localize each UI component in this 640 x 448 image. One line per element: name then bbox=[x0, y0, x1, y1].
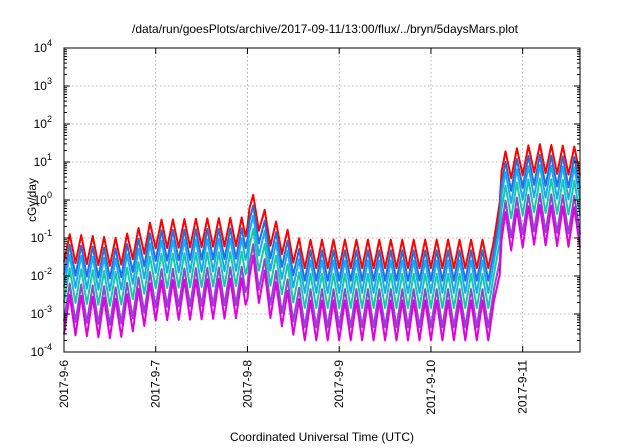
y-axis-label: cGy/day bbox=[25, 178, 39, 222]
x-tick-label: 2017-9-9 bbox=[332, 360, 346, 408]
series-line-6 bbox=[63, 204, 581, 342]
series-line-1 bbox=[63, 143, 581, 270]
series-line-5 bbox=[63, 192, 581, 329]
series-group bbox=[63, 143, 581, 342]
y-tick-label: 101 bbox=[34, 152, 52, 169]
x-tick-label: 2017-9-8 bbox=[240, 360, 254, 408]
y-tick-label: 10-4 bbox=[31, 342, 52, 359]
y-tick-label: 103 bbox=[34, 76, 52, 93]
x-tick-label: 2017-9-10 bbox=[424, 360, 438, 415]
x-tick-label: 2017-9-6 bbox=[57, 360, 71, 408]
y-tick-label: 10-2 bbox=[31, 266, 52, 283]
x-axis-label: Coordinated Universal Time (UTC) bbox=[230, 430, 414, 444]
y-tick-label: 10-3 bbox=[31, 304, 52, 321]
series-line-2 bbox=[63, 153, 581, 282]
x-axis: 2017-9-6 2017-9-7 2017-9-8 2017-9-9 2017-9-1… bbox=[57, 48, 530, 415]
series-line-4 bbox=[63, 177, 581, 310]
y-tick-label: 10-1 bbox=[31, 228, 52, 245]
x-tick-label: 2017-9-7 bbox=[149, 360, 163, 408]
series-line-3 bbox=[63, 164, 581, 294]
x-tick-label: 2017-9-11 bbox=[516, 360, 530, 414]
y-tick-label: 100 bbox=[34, 190, 52, 207]
y-tick-label: 104 bbox=[34, 38, 52, 55]
y-tick-label: 102 bbox=[34, 114, 52, 131]
y-axis: 10-4 10-3 10-2 10-1 100 101 102 103 104 bbox=[31, 38, 580, 359]
chart-title: /data/run/goesPlots/archive/2017-09-11/1… bbox=[132, 22, 519, 36]
